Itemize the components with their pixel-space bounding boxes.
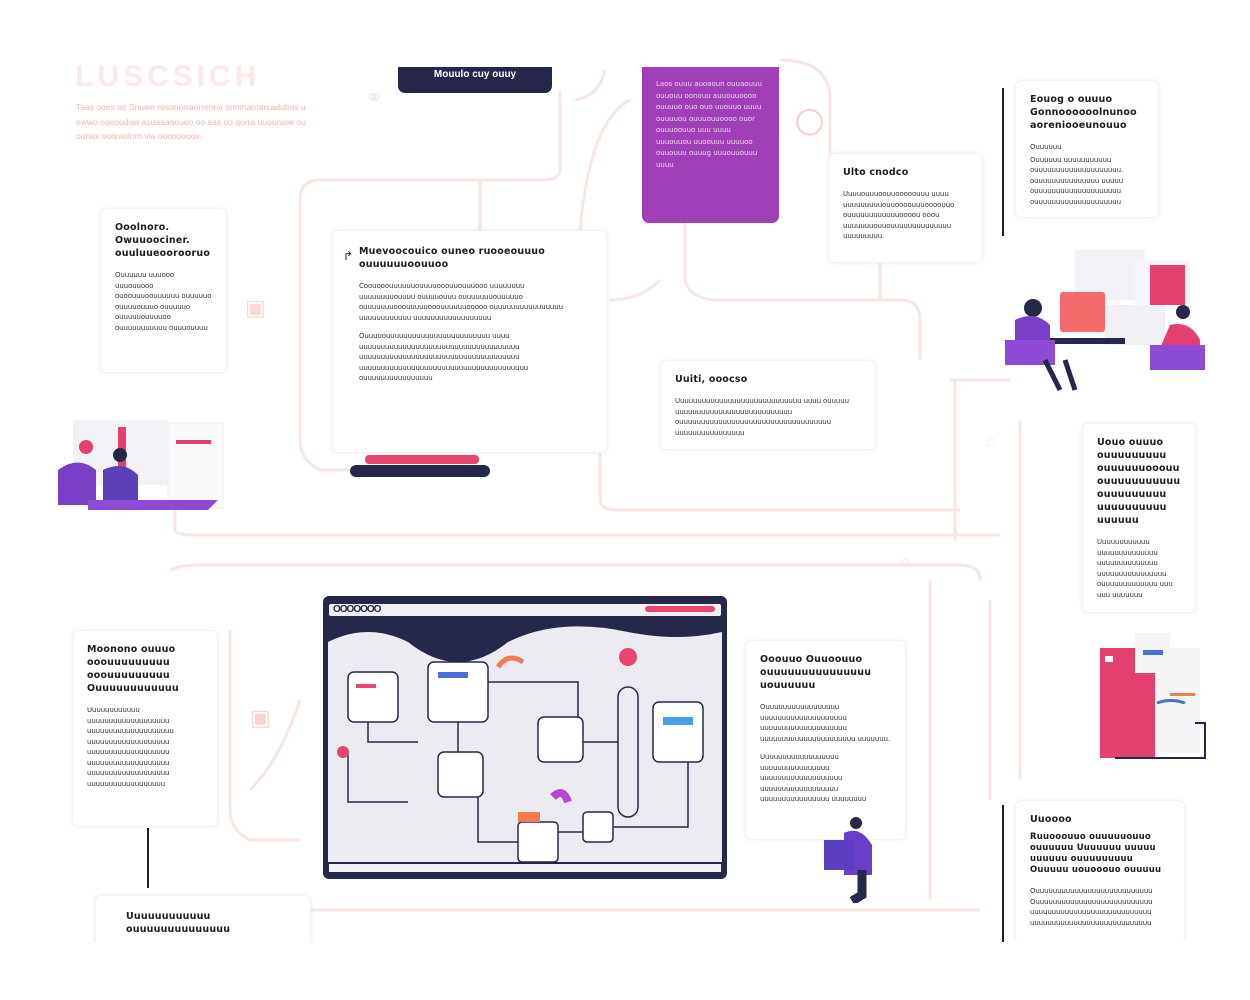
card-d: Eouog o ouuuo Gonnoooooolnunoo aoreniooe… xyxy=(1015,80,1159,218)
card-title: Ooouuo Ouuoouuo ouuuuuuuuuuuuuuu uouuuuu… xyxy=(760,654,872,691)
card-body: Ouuuuuu uuuooo uuuouuooo ouoouuuoouuuuuu… xyxy=(115,271,212,332)
purple-card: Laos ouuu auoaoun ouuaouuu ouuouu oonouu… xyxy=(642,67,779,223)
hook-icon: ↱ xyxy=(343,249,354,263)
people-at-desk-illustration xyxy=(58,420,224,510)
card-body: Uuuuouuuoouuooooouuu uuuu uuuuuuuuuouuoo… xyxy=(843,190,955,240)
card-body: Coouooouuuuuuouuuuooouuouuuooo uuuuuuuu … xyxy=(359,282,563,322)
card-title: Muevoocouico ouneo ruooeouuuo ouuuuuuoou… xyxy=(359,246,545,270)
camera-icon: ▣ xyxy=(245,295,266,320)
lock-icon: ▣ xyxy=(250,705,271,730)
card-body: Uuuuuuuuuuuu uuuuuuuuuuuuuuuuuuu uuuuuuu… xyxy=(87,706,174,788)
card-body: Uuuuuuuuuuuuuuuuuuuuuuuuuuuuu uuuu ouuuu… xyxy=(675,397,849,437)
card-title: Eouog o ouuuo Gonnoooooolnunoo aoreniooe… xyxy=(1030,94,1137,131)
faded-paragraph: Taas ooes oo Snuwe rosonurraorrenna onmn… xyxy=(76,102,306,141)
card-a: Ooolnoro. Owuuoociner. ouuluueoorooruo O… xyxy=(100,208,227,373)
card-title: Ooolnoro. Owuuoociner. ouuluueoorooruo xyxy=(115,222,211,259)
card-e: Uuiti, ooocso Uuuuuuuuuuuuuuuuuuuuuuuuuu… xyxy=(660,360,876,450)
card-title: Ulto cnodco xyxy=(843,167,909,178)
card-body: Ouuuuuu uuuuuuuuuuu ouuuuuuuuuuuuuuuuuuu… xyxy=(1030,155,1124,206)
globe-icon: ◯ xyxy=(795,105,825,135)
divider-line xyxy=(147,828,149,888)
card-title: Moonono ouuuo ooouuuuuuuuu ooouuuuuuuuu … xyxy=(87,644,179,694)
card-i: Uuoooo Ruuooouuo ouuuuuouuo ouuuuuu Uuuu… xyxy=(1015,800,1185,945)
navy-tab: Mouulo cuy ouuy xyxy=(398,67,552,93)
card-body: Uuuuuuuuuuuu uuuuuuuuuuuuuu uuuuuuuuuuuu… xyxy=(1097,538,1173,599)
dashboard-cards-illustration xyxy=(1100,633,1206,759)
card-c: Ulto cnodco Uuuuouuuoouuooooouuu uuuu uu… xyxy=(828,153,983,263)
headset-icon: ⚭ xyxy=(365,85,384,110)
chat-icon: ○ xyxy=(900,552,911,572)
card-body: Ouuuuouuuuuuuuuuuuuuuuuuuuuuuu uuuu uuuu… xyxy=(359,332,529,382)
faded-title: LUSCSICH xyxy=(75,60,261,93)
workflow-diagram xyxy=(328,626,722,862)
card-h: Ooouuo Ouuoouuo ouuuuuuuuuuuuuuu uouuuuu… xyxy=(745,640,906,840)
card-title: Uuiti, ooocso xyxy=(675,374,748,385)
divider-line xyxy=(1002,88,1004,236)
card-body: Ouuuuuuuuuuuuuuuuuuuuuuuuuuu Ouuuuuuuuuu… xyxy=(1030,887,1153,927)
pink-bar xyxy=(365,455,479,464)
card-title: Uuoooo xyxy=(1030,814,1072,825)
card-title: Uouo ouuuo ouuuuuuuuu ouuuuuuooouu ouuuu… xyxy=(1097,437,1181,526)
card-body: Ouuuuuu xyxy=(1030,143,1062,151)
card-body: Uuuuuuuuuuuuuuuuuu uuuuuuuuuuuuuuuu uuuu… xyxy=(760,753,867,803)
embedded-screenshot: OOOOOOO xyxy=(323,596,727,879)
home-icon: ⌂ xyxy=(985,430,996,450)
card-title: Uuuuuuuuuuuu ouuuuuuuuuuuuuu xyxy=(126,911,231,935)
screenshot-accent-bar xyxy=(645,606,715,612)
card-g: Moonono ouuuo ooouuuuuuuuu ooouuuuuuuuu … xyxy=(72,630,218,827)
navy-bar xyxy=(350,465,490,477)
person-illustration xyxy=(824,817,872,903)
purple-card-text: Laos ouuu auoaoun ouuaouuu ouuouu oonouu… xyxy=(656,80,762,169)
divider-line xyxy=(1002,805,1004,942)
card-b: ↱ Muevoocouico ouneo ruooeouuuo ouuuuuuo… xyxy=(332,230,608,453)
card-f: Uouo ouuuo ouuuuuuuuu ouuuuuuooouu ouuuu… xyxy=(1082,423,1196,613)
screenshot-statusbar xyxy=(329,864,721,872)
screenshot-toolbar-label: OOOOOOO xyxy=(333,604,381,615)
card-body: Ouuuuuuuuuuuuuuuuu uuuuuuuuuuuuuuuuuuuu … xyxy=(760,703,891,743)
team-at-computers-illustration xyxy=(1005,250,1205,392)
bottom-fade xyxy=(0,942,1250,1000)
card-subtitle: Ruuooouuo ouuuuuouuo ouuuuuu Uuuuuuu uuu… xyxy=(1030,832,1162,875)
screenshot-toolbar: OOOOOOO xyxy=(329,604,721,616)
